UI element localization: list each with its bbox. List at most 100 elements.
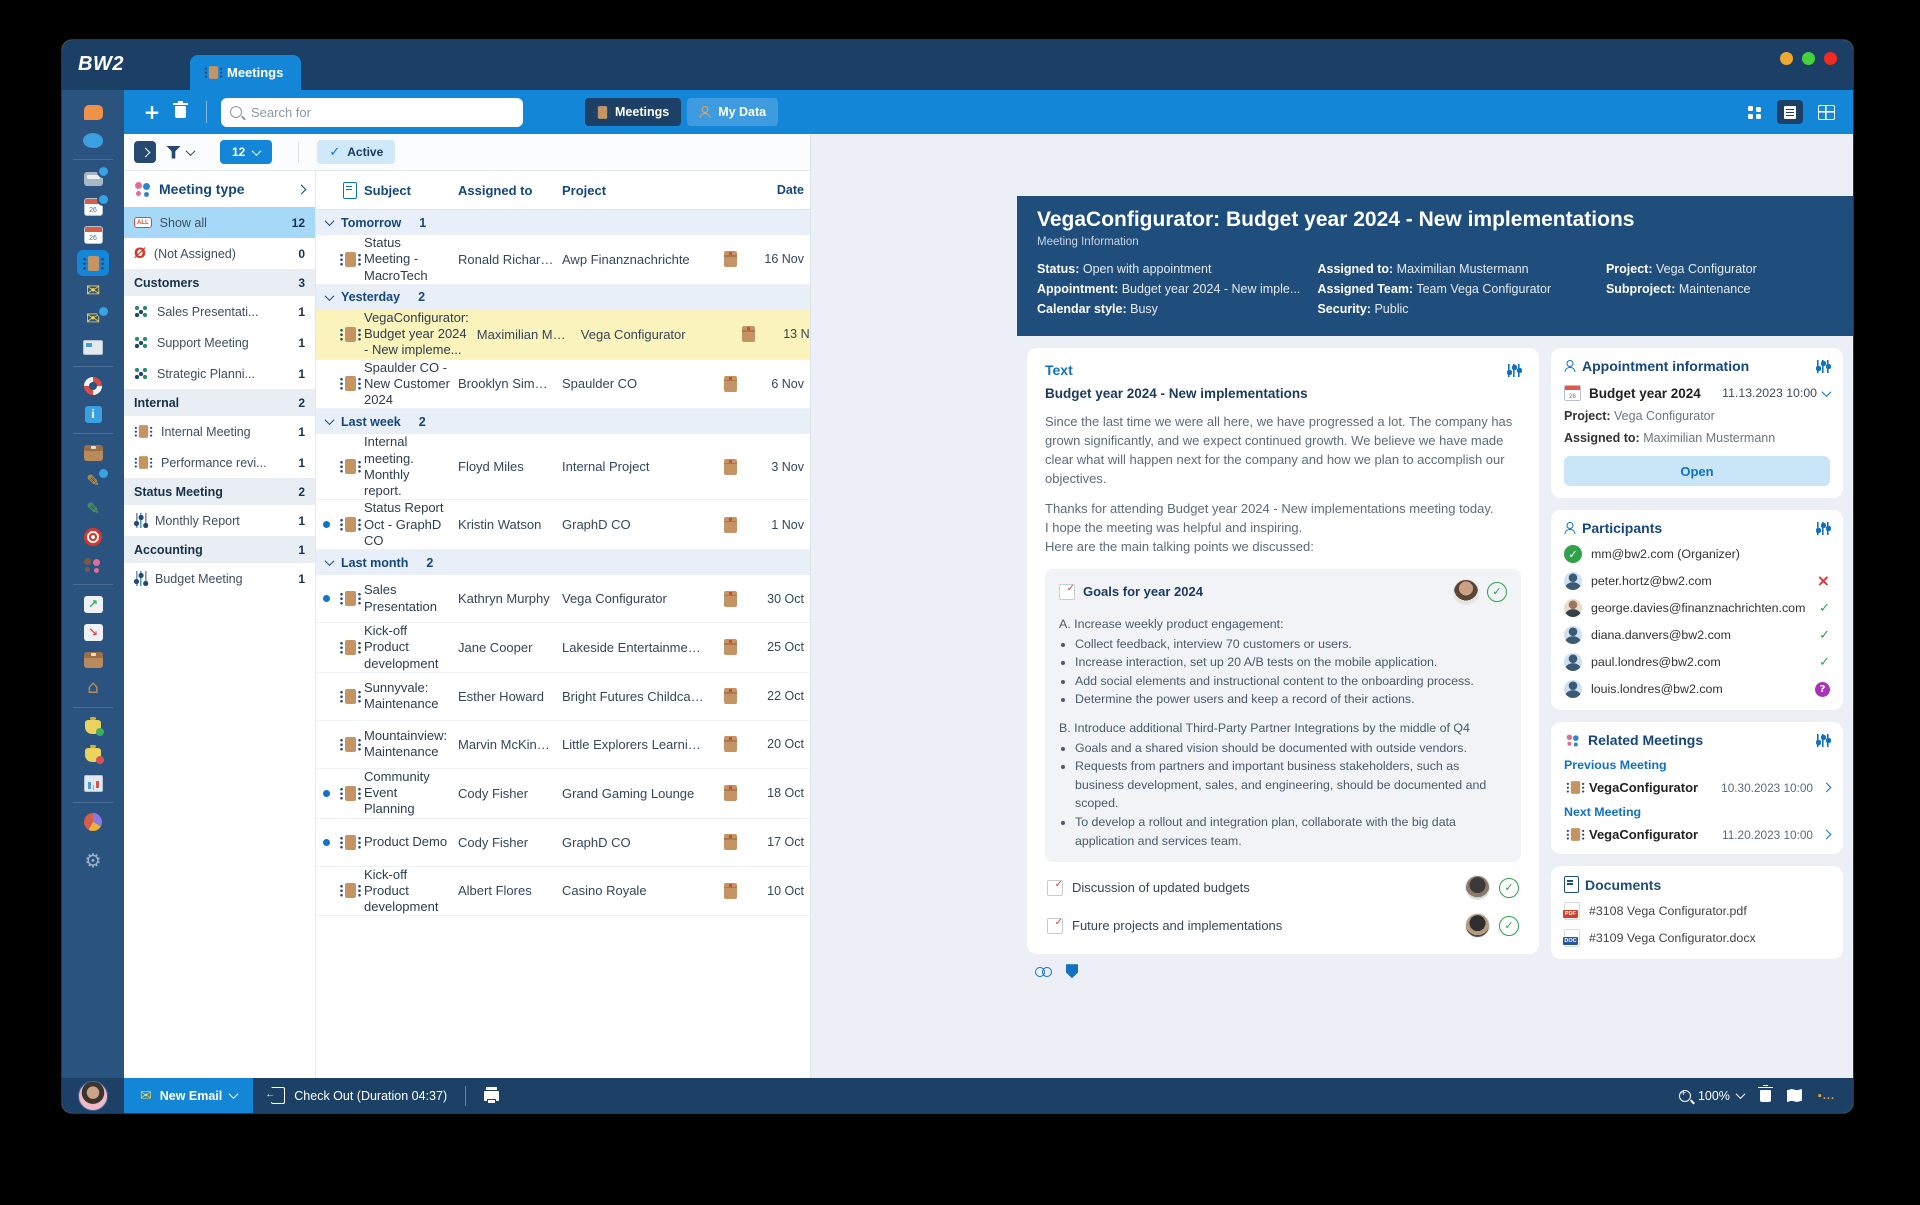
sidebar-item-income[interactable] [62,716,124,738]
delete-button[interactable] [166,98,194,126]
type-item-monthly-report[interactable]: Monthly Report 1 [124,505,315,536]
trash-icon[interactable] [1757,1084,1773,1102]
meeting-row[interactable]: Mountainview: Maintenance Marvin McKinne… [316,720,810,769]
options-sliders-icon[interactable] [1815,359,1830,373]
participant-row[interactable]: paul.londres@bw2.com ✓ [1564,653,1830,671]
view-grid-button[interactable] [1741,100,1767,124]
chevron-down-icon[interactable] [1821,386,1832,397]
meeting-row[interactable]: Sunnyvale: Maintenance Esther Howard Bri… [316,672,810,721]
open-appointment-button[interactable]: Open [1564,456,1830,486]
type-item-internal-meeting[interactable]: Internal Meeting 1 [124,416,315,447]
sidebar-item-meetings-active[interactable] [62,250,124,276]
sidebar-item-info[interactable]: i [62,403,124,425]
column-date[interactable]: Date [776,183,804,197]
meeting-row[interactable]: Community Event Planning Cody Fisher Gra… [316,768,810,819]
sidebar-item-targets[interactable] [62,526,124,548]
meeting-row[interactable]: Internal meeting. Monthly report. Floyd … [316,434,810,501]
column-project[interactable]: Project [562,182,607,198]
participant-row[interactable]: diana.danvers@bw2.com ✓ [1564,626,1830,644]
task-row[interactable]: Discussion of updated budgets ✓ [1045,875,1521,901]
sidebar-item-archive[interactable] [62,442,124,464]
map-icon[interactable] [1786,1089,1802,1102]
search-input[interactable] [221,97,523,127]
meeting-row[interactable]: Spaulder CO - New Customer 2024 Brooklyn… [316,359,810,410]
more-indicator[interactable]: ▪... [1817,1089,1835,1102]
collapse-panel-button[interactable] [134,141,156,163]
print-button[interactable] [466,1078,517,1113]
sidebar-item-messages[interactable] [62,129,124,151]
sidebar-item-expenses[interactable] [62,744,124,766]
column-subject[interactable]: Subject [364,182,411,198]
close-light[interactable] [1824,52,1837,65]
group-last-month[interactable]: Last month 2 [316,550,810,575]
sidebar-item-mail[interactable]: ✉ [62,280,124,302]
type-item-show-all[interactable]: ALL Show all 12 [124,207,315,238]
task-row[interactable]: Future projects and implementations ✓ [1045,913,1521,939]
sidebar-item-accounting[interactable] [62,772,124,794]
result-count-button[interactable]: 12 [220,140,273,164]
column-assigned-to[interactable]: Assigned to [458,182,533,198]
link-icon[interactable] [1035,966,1052,977]
group-tomorrow[interactable]: Tomorrow 1 [316,210,810,235]
group-last-week[interactable]: Last week 2 [316,409,810,435]
next-meeting-row[interactable]: VegaConfigurator 11.20.2023 10:00 [1564,827,1832,842]
meeting-type-header[interactable]: Meeting type [124,171,315,207]
participant-row[interactable]: peter.hortz@bw2.com × [1564,572,1830,590]
type-item-support-meeting[interactable]: Support Meeting 1 [124,327,315,358]
meeting-row[interactable]: Status Report Oct - GraphD CO Kristin Wa… [316,500,810,550]
maximize-light[interactable] [1802,52,1815,65]
user-avatar[interactable] [78,1080,108,1111]
meeting-row[interactable]: Status Meeting - MacroTech Ronald Richar… [316,235,810,285]
sidebar-item-inbox[interactable] [62,165,124,190]
sidebar-item-warehouse[interactable]: ⌂ [62,677,124,699]
sidebar-item-chat[interactable] [62,101,124,123]
document-row[interactable]: #3108 Vega Configurator.pdf [1563,902,1830,920]
type-group-internal[interactable]: Internal 2 [124,389,315,416]
sidebar-item-support[interactable] [62,375,124,397]
sidebar-item-notes[interactable] [62,336,124,358]
active-filter-toggle[interactable]: ✓ Active [317,140,396,164]
meeting-row[interactable]: Sales Presentation Kathryn Murphy Vega C… [316,575,810,623]
participant-row[interactable]: louis.londres@bw2.com ? [1564,680,1830,698]
options-sliders-icon[interactable] [1506,363,1521,377]
type-group-accounting[interactable]: Accounting 1 [124,536,315,563]
view-list-button[interactable] [1777,100,1803,124]
options-sliders-icon[interactable] [1815,521,1830,535]
sidebar-item-contacts[interactable] [62,554,124,576]
options-sliders-icon[interactable] [1815,733,1830,747]
add-button[interactable]: + [138,98,166,126]
previous-meeting-row[interactable]: VegaConfigurator 10.30.2023 10:00 [1564,780,1832,795]
sidebar-item-products[interactable] [62,649,124,671]
sidebar-item-reports[interactable] [62,811,124,833]
meeting-row[interactable]: Kick-off Product development Albert Flor… [316,866,810,917]
sidebar-item-purchases[interactable]: ↘ [62,621,124,643]
nav-mydata-button[interactable]: My Data [687,98,779,126]
zoom-control[interactable]: 100% [1678,1088,1746,1103]
meeting-row-selected[interactable]: VegaConfigurator: Budget year 2024 - New… [316,309,810,360]
view-table-button[interactable] [1813,100,1839,124]
sidebar-item-edit[interactable]: ✎ [62,498,124,520]
appointment-row[interactable]: Budget year 2024 11.13.2023 10:00 [1564,385,1832,401]
sidebar-item-tasks[interactable]: ✎ [62,467,124,492]
participant-row[interactable]: mm@bw2.com (Organizer) [1564,545,1830,563]
check-out-button[interactable]: Check Out (Duration 04:37) [253,1078,465,1113]
type-item-strategic-planning[interactable]: Strategic Planni... 1 [124,358,315,389]
nav-meetings-button[interactable]: Meetings [585,98,682,126]
sidebar-item-settings[interactable]: ⚙ [62,850,124,872]
type-item-not-assigned[interactable]: Ø (Not Assigned) 0 [124,238,315,269]
filter-caret[interactable] [185,143,196,161]
shield-icon[interactable] [1066,964,1078,979]
participant-row[interactable]: george.davies@finanznachrichten.com ✓ [1564,599,1830,617]
document-row[interactable]: #3109 Vega Configurator.docx [1563,929,1830,947]
filter-funnel-icon[interactable] [166,145,181,159]
minimize-light[interactable] [1780,52,1793,65]
tab-meetings[interactable]: Meetings [190,55,302,90]
sidebar-item-calendar[interactable] [62,224,124,246]
type-item-budget-meeting[interactable]: Budget Meeting 1 [124,563,315,594]
new-email-button[interactable]: ✉ New Email [124,1078,254,1113]
type-item-performance-review[interactable]: Performance revi... 1 [124,447,315,478]
sidebar-item-calendar-today[interactable] [62,193,124,218]
type-group-status-meeting[interactable]: Status Meeting 2 [124,478,315,505]
sidebar-item-mail-contacts[interactable]: ✉ [62,305,124,330]
group-yesterday[interactable]: Yesterday 2 [316,284,810,310]
